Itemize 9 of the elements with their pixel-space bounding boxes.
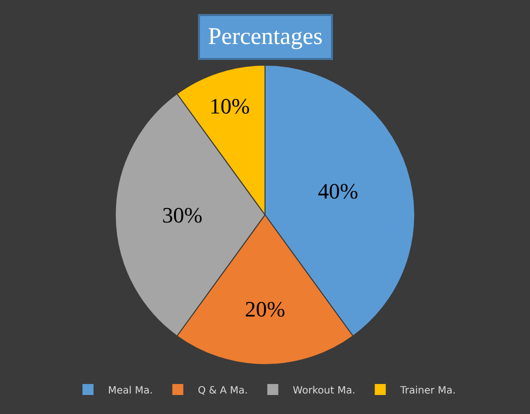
data-label: 30%	[162, 202, 202, 228]
data-label: 10%	[209, 94, 250, 119]
legend-label: Meal Ma.	[108, 385, 153, 396]
legend-label: Workout Ma.	[292, 385, 356, 396]
legend-label: Q & A Ma.	[198, 385, 248, 396]
data-label: 40%	[318, 178, 358, 204]
legend-label: Trainer Ma.	[399, 385, 456, 396]
chart-title: Percentages	[208, 24, 323, 50]
data-label: 20%	[244, 296, 286, 322]
